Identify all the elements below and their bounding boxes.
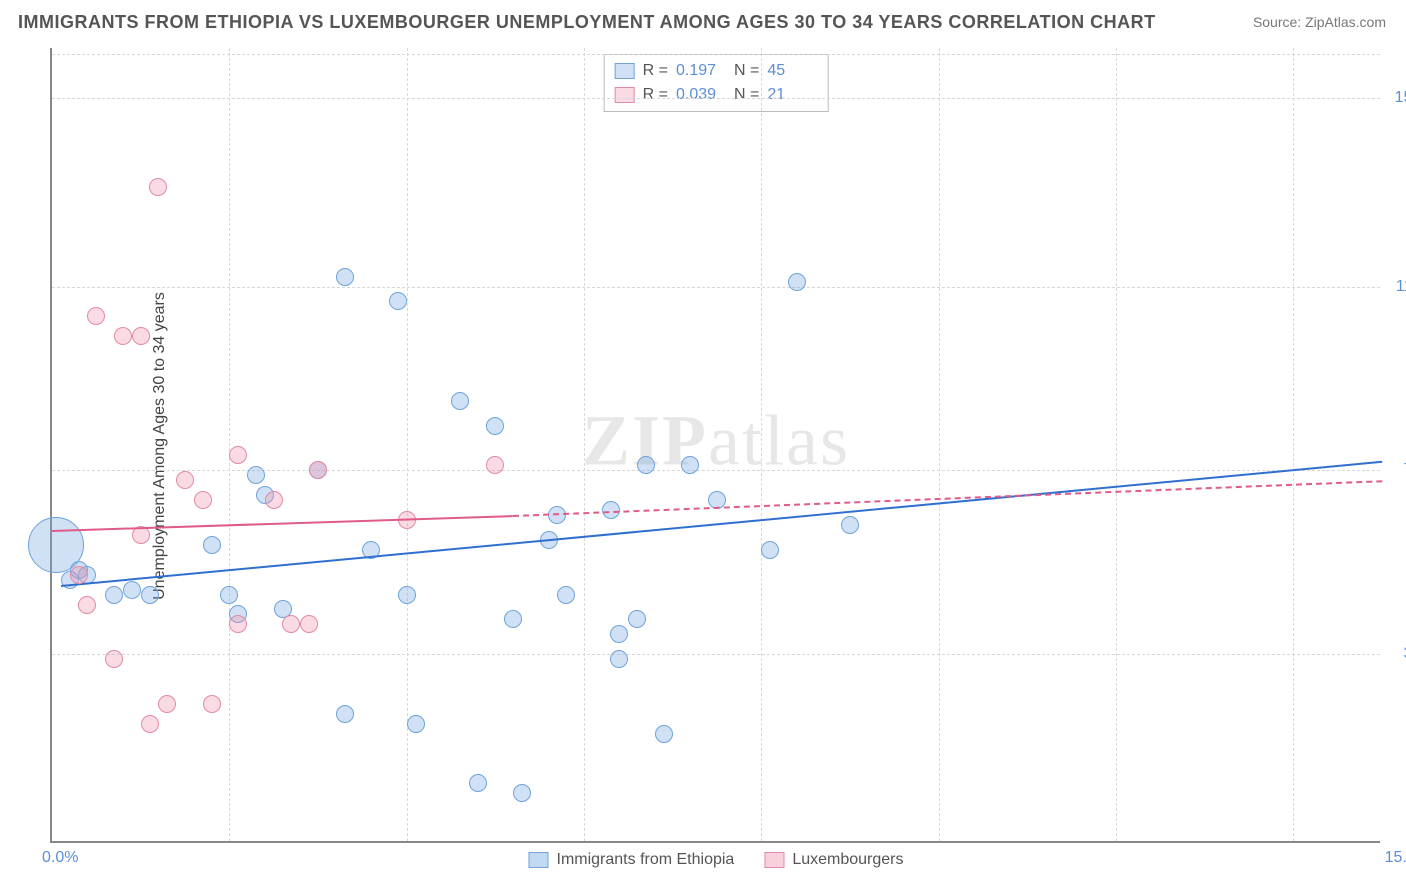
data-point bbox=[309, 461, 327, 479]
legend-n-label: N = bbox=[734, 86, 759, 104]
data-point bbox=[229, 615, 247, 633]
legend-row: R = 0.197 N = 45 bbox=[615, 59, 818, 83]
legend-n-value: 21 bbox=[767, 86, 817, 104]
data-point bbox=[655, 725, 673, 743]
data-point bbox=[105, 650, 123, 668]
data-point bbox=[78, 596, 96, 614]
trend-line-dashed bbox=[513, 480, 1382, 517]
data-point bbox=[229, 446, 247, 464]
legend-r-label: R = bbox=[643, 86, 668, 104]
data-point bbox=[203, 695, 221, 713]
legend-label: Luxembourgers bbox=[792, 851, 903, 869]
gridline-v bbox=[1293, 48, 1294, 841]
legend-label: Immigrants from Ethiopia bbox=[556, 851, 734, 869]
data-point bbox=[247, 466, 265, 484]
chart-plot-area: ZIPatlas R =0.197N =45R =0.039N =21 Immi… bbox=[50, 48, 1380, 843]
data-point bbox=[451, 392, 469, 410]
y-tick-label: 7.5% bbox=[1385, 461, 1406, 479]
y-tick-label: 3.8% bbox=[1385, 645, 1406, 663]
y-tick-label: 15.0% bbox=[1385, 89, 1406, 107]
legend-swatch bbox=[615, 87, 635, 103]
data-point bbox=[637, 456, 655, 474]
gridline-h bbox=[52, 54, 1380, 55]
data-point bbox=[203, 536, 221, 554]
gridline-v bbox=[761, 48, 762, 841]
legend-item: Immigrants from Ethiopia bbox=[528, 851, 734, 869]
data-point bbox=[486, 417, 504, 435]
data-point bbox=[141, 715, 159, 733]
data-point bbox=[407, 715, 425, 733]
data-point bbox=[336, 268, 354, 286]
correlation-legend: R = 0.197 N = 45 R = 0.039 N = 21 bbox=[604, 54, 829, 112]
data-point bbox=[610, 625, 628, 643]
legend-r-value: 0.197 bbox=[676, 62, 726, 80]
data-point bbox=[158, 695, 176, 713]
legend-row: R = 0.039 N = 21 bbox=[615, 83, 818, 107]
data-point bbox=[220, 586, 238, 604]
data-point bbox=[123, 581, 141, 599]
data-point bbox=[194, 491, 212, 509]
data-point bbox=[681, 456, 699, 474]
gridline-v bbox=[939, 48, 940, 841]
data-point bbox=[389, 292, 407, 310]
data-point bbox=[336, 705, 354, 723]
x-tick-min: 0.0% bbox=[42, 849, 78, 867]
data-point bbox=[504, 610, 522, 628]
legend-n-value: 45 bbox=[767, 62, 817, 80]
data-point bbox=[761, 541, 779, 559]
gridline-h bbox=[52, 287, 1380, 288]
gridline-h bbox=[52, 654, 1380, 655]
data-point bbox=[70, 566, 88, 584]
data-point bbox=[486, 456, 504, 474]
data-point bbox=[513, 784, 531, 802]
legend-swatch bbox=[615, 63, 635, 79]
legend-r-label: R = bbox=[643, 62, 668, 80]
data-point bbox=[557, 586, 575, 604]
data-point bbox=[114, 327, 132, 345]
legend-item: Luxembourgers bbox=[764, 851, 903, 869]
data-point bbox=[176, 471, 194, 489]
x-tick-max: 15.0% bbox=[1385, 849, 1406, 867]
data-point bbox=[265, 491, 283, 509]
legend-swatch bbox=[528, 852, 548, 868]
y-tick-label: 11.2% bbox=[1385, 278, 1406, 296]
data-point bbox=[788, 273, 806, 291]
data-point bbox=[149, 178, 167, 196]
chart-title: IMMIGRANTS FROM ETHIOPIA VS LUXEMBOURGER… bbox=[18, 12, 1156, 33]
data-point bbox=[282, 615, 300, 633]
data-point bbox=[141, 586, 159, 604]
series-legend: Immigrants from Ethiopia Luxembourgers bbox=[528, 851, 903, 869]
data-point bbox=[105, 586, 123, 604]
gridline-h bbox=[52, 98, 1380, 99]
data-point bbox=[132, 327, 150, 345]
gridline-v bbox=[229, 48, 230, 841]
source-label: Source: ZipAtlas.com bbox=[1253, 14, 1386, 30]
gridline-v bbox=[584, 48, 585, 841]
data-point bbox=[841, 516, 859, 534]
legend-swatch bbox=[764, 852, 784, 868]
data-point bbox=[628, 610, 646, 628]
trend-line bbox=[52, 515, 513, 532]
data-point bbox=[398, 586, 416, 604]
data-point bbox=[610, 650, 628, 668]
data-point bbox=[300, 615, 318, 633]
legend-r-value: 0.039 bbox=[676, 86, 726, 104]
legend-n-label: N = bbox=[734, 62, 759, 80]
data-point bbox=[469, 774, 487, 792]
gridline-v bbox=[1116, 48, 1117, 841]
data-point bbox=[87, 307, 105, 325]
